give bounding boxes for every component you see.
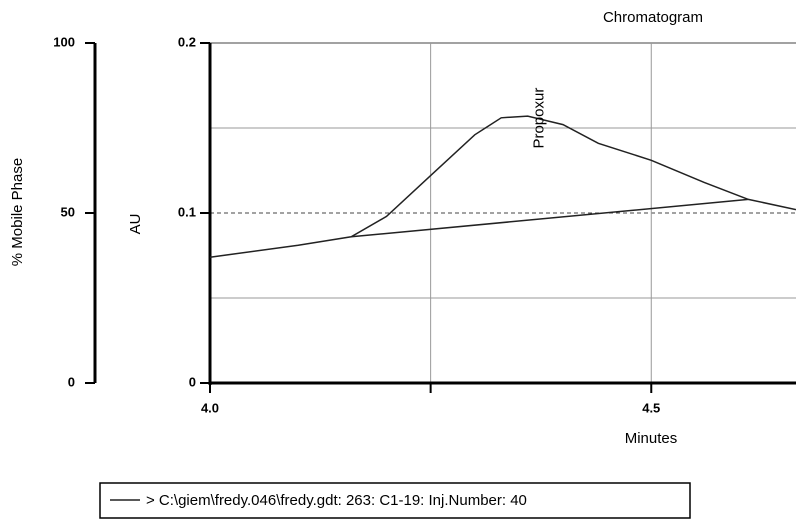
x-tick-label: 4.5: [642, 400, 660, 415]
annotation: Propoxur: [531, 88, 548, 149]
y-tick-label: 0.1: [178, 204, 196, 219]
y2-tick-label: 50: [61, 204, 75, 219]
x-tick-label: 4.0: [201, 400, 219, 415]
y-tick-label: 0: [189, 374, 196, 389]
legend-label: > C:\giem\fredy.046\fredy.gdt: 263: C1-1…: [146, 492, 527, 509]
y-axis-label: AU: [127, 214, 144, 235]
legend-box: [99, 482, 691, 519]
y-tick-label: 0.2: [178, 34, 196, 49]
series-line: [209, 115, 796, 258]
chart-title: Chromatogram: [603, 9, 703, 26]
y2-axis-label: % Mobile Phase: [9, 158, 26, 266]
x-axis-label: Minutes: [625, 430, 678, 447]
series-line: [351, 198, 749, 238]
y2-tick-label: 100: [53, 34, 75, 49]
y2-tick-label: 0: [68, 374, 75, 389]
